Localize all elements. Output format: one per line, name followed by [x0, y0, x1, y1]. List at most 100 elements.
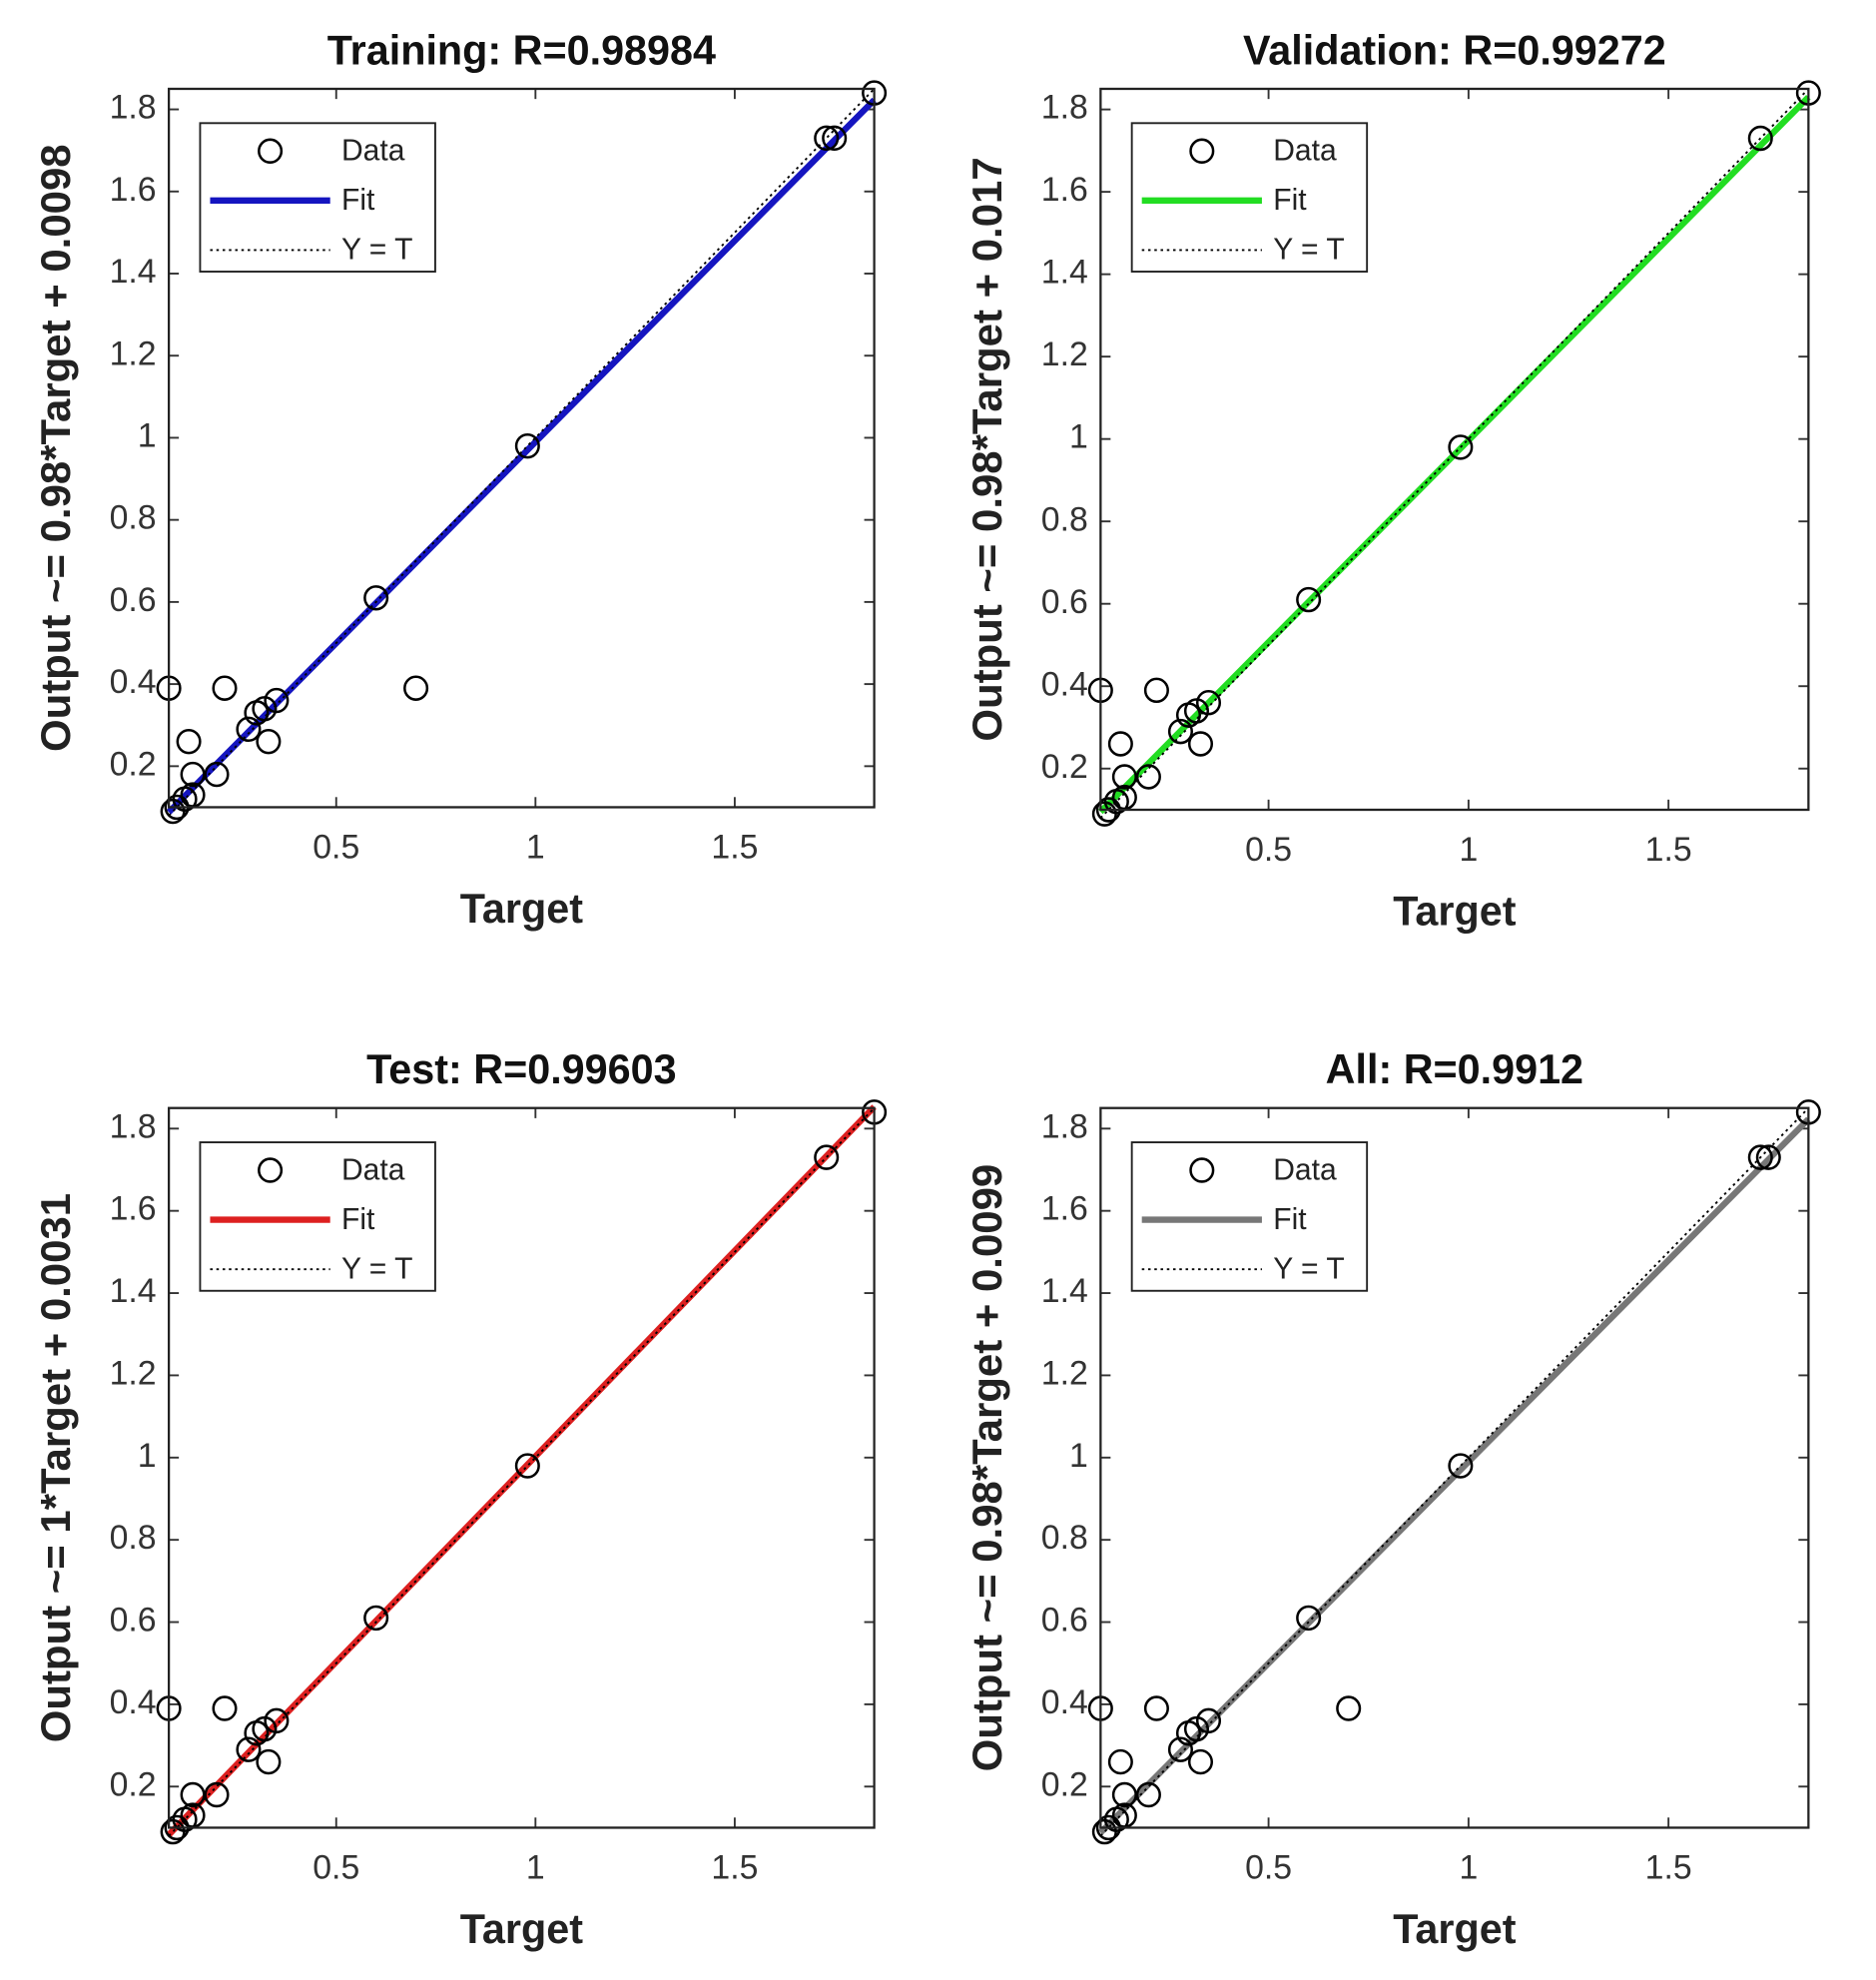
legend-label: Fit — [1273, 1203, 1307, 1236]
y-tick-label: 1.8 — [110, 1107, 157, 1145]
y-tick-label: 1.4 — [1041, 1272, 1088, 1310]
plot-frame — [1099, 1106, 1810, 1829]
y-tick-label: 1 — [138, 416, 157, 454]
legend: Data Fit Y = T — [1130, 1141, 1369, 1292]
data-point — [1448, 434, 1474, 460]
data-point — [1747, 125, 1773, 152]
legend: Data Fit Y = T — [199, 122, 436, 273]
x-axis-label: Target — [460, 884, 583, 931]
data-point — [264, 687, 290, 714]
data-point — [160, 1818, 186, 1845]
panel-title: Test: R=0.99603 — [366, 1045, 676, 1092]
y-tick-label: 1 — [138, 1437, 157, 1475]
y-tick-label: 1.2 — [1041, 1354, 1088, 1392]
data-point — [1755, 1144, 1781, 1170]
data-point — [403, 675, 429, 701]
y-tick-label: 0.4 — [110, 1683, 157, 1721]
y-tick-label: 0.8 — [110, 499, 157, 537]
y-tick-label: 0.6 — [110, 1601, 157, 1639]
panel: Test: R=0.99603 Target Output ~= 1*Target … — [32, 1045, 888, 1952]
y-tick-label: 0.4 — [1041, 1683, 1088, 1721]
y-tick-label: 0.8 — [1041, 500, 1088, 538]
x-tick-label: 0.5 — [1245, 831, 1292, 869]
plot-frame — [1099, 87, 1810, 812]
legend-label: Y = T — [341, 1252, 413, 1285]
data-point — [1448, 1453, 1474, 1479]
data-point — [1296, 1605, 1322, 1632]
data-point — [814, 1144, 840, 1170]
y-tick-label: 0.8 — [110, 1519, 157, 1557]
legend: Data Fit Y = T — [199, 1141, 436, 1292]
data-point — [1135, 764, 1161, 790]
data-point — [1187, 1748, 1214, 1775]
x-axis-label: Target — [1393, 1904, 1516, 1951]
fit-line — [1098, 94, 1811, 815]
identity-line — [168, 1107, 876, 1837]
data-point — [1187, 731, 1214, 757]
panel-title: Training: R=0.98984 — [327, 26, 716, 73]
panel-title: All: R=0.9912 — [1326, 1045, 1583, 1092]
y-axis-label: Output ~= 0.98*Target + 0.0099 — [963, 1164, 1010, 1772]
legend-label: Y = T — [341, 234, 413, 267]
data-point — [1195, 1707, 1222, 1734]
data-point — [180, 1781, 206, 1808]
legend: Data Fit Y = T — [1130, 122, 1369, 273]
y-tick-label: 0.6 — [1041, 1601, 1088, 1639]
x-axis-label: Target — [1393, 887, 1516, 934]
legend-label: Y = T — [1273, 1252, 1345, 1285]
panel: Training: R=0.98984 Target Output ~= 0.98*… — [32, 26, 888, 932]
identity-line — [168, 88, 876, 817]
plot-frame — [167, 1106, 876, 1829]
x-tick-label: 0.5 — [313, 1848, 359, 1886]
data-point — [1111, 1781, 1137, 1808]
data-point — [256, 1748, 282, 1775]
y-tick-label: 1.4 — [1041, 253, 1088, 291]
x-tick-label: 1.5 — [1645, 831, 1692, 869]
y-tick-label: 0.2 — [1041, 748, 1088, 786]
y-tick-label: 1.6 — [110, 171, 157, 209]
plot-frame — [167, 87, 876, 809]
y-axis-label: Output ~= 0.98*Target + 0.017 — [963, 157, 1010, 741]
legend-label: Data — [341, 1153, 405, 1186]
legend-label: Data — [341, 134, 405, 167]
y-tick-label: 0.6 — [1041, 583, 1088, 621]
x-tick-label: 1.5 — [711, 828, 758, 866]
data-point — [1195, 690, 1222, 716]
panel: All: R=0.9912 Target Output ~= 0.98*Target… — [963, 1045, 1821, 1952]
y-tick-label: 1.8 — [1041, 88, 1088, 126]
y-tick-label: 0.2 — [110, 745, 157, 783]
legend-label: Fit — [1273, 184, 1307, 217]
data-point — [212, 675, 238, 701]
data-point — [514, 1453, 540, 1479]
data-point — [236, 716, 262, 743]
y-tick-label: 1.8 — [1041, 1107, 1088, 1145]
legend-marker — [258, 1157, 284, 1183]
data-point — [1091, 801, 1117, 827]
x-axis-label: Target — [460, 1904, 583, 1951]
data-point — [236, 1736, 262, 1762]
data-point — [1143, 1695, 1169, 1721]
x-tick-label: 0.5 — [1245, 1848, 1292, 1886]
data-point — [363, 1605, 389, 1632]
x-tick-label: 1 — [526, 828, 545, 866]
data-point — [212, 1695, 238, 1721]
y-tick-label: 1.6 — [110, 1190, 157, 1228]
y-tick-label: 0.2 — [110, 1765, 157, 1803]
x-tick-label: 0.5 — [313, 828, 359, 866]
data-point — [514, 432, 540, 459]
data-point — [1107, 1748, 1133, 1775]
y-tick-label: 1.6 — [1041, 171, 1088, 209]
y-tick-label: 0.6 — [110, 581, 157, 619]
data-point — [1167, 1736, 1193, 1762]
y-tick-label: 0.2 — [1041, 1765, 1088, 1803]
x-tick-label: 1 — [1459, 831, 1478, 869]
data-point — [1747, 1144, 1773, 1170]
y-tick-label: 1 — [1069, 418, 1088, 456]
data-point — [1296, 586, 1322, 613]
y-axis-label: Output ~= 1*Target + 0.0031 — [32, 1193, 79, 1742]
legend-label: Data — [1273, 134, 1337, 167]
y-tick-label: 1 — [1069, 1437, 1088, 1475]
data-point — [1143, 677, 1169, 704]
legend-label: Y = T — [1273, 234, 1345, 267]
